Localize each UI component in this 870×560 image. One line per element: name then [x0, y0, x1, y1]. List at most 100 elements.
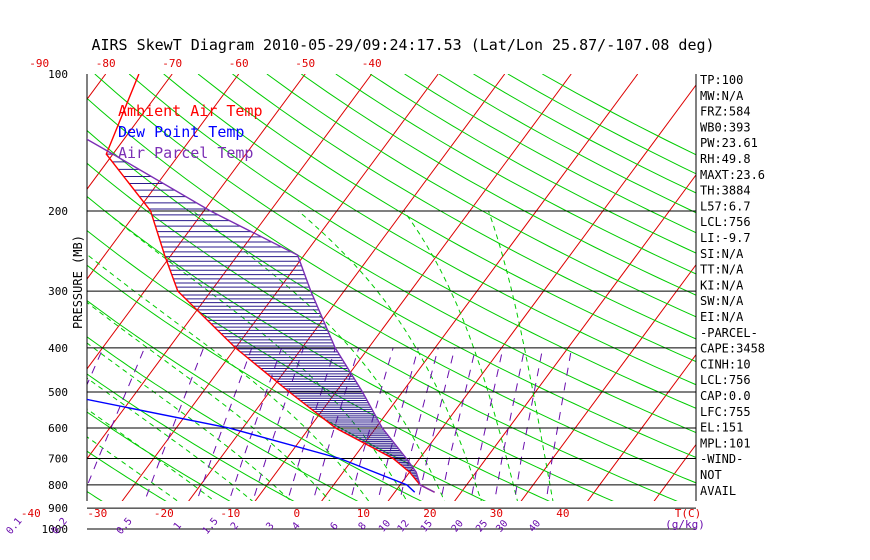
top-temp-tick-label: -60 [229, 57, 249, 70]
mixing-ratio-tick-label: 25 [474, 518, 490, 534]
stat-label: LCL:756 [700, 215, 751, 229]
mixing-ratio-tick-label: 1 [172, 521, 184, 533]
mixing-ratio-tick-label: 30 [494, 518, 510, 534]
dry-adiabat-line [197, 74, 696, 363]
temp-unit-label: T(C) [675, 507, 702, 520]
stat-label: TP:100 [700, 73, 743, 87]
stat-label: MW:N/A [700, 89, 744, 103]
stat-label: -WIND- [700, 452, 743, 466]
stat-label: -PARCEL- [700, 326, 758, 340]
stat-label: LI:-9.7 [700, 231, 751, 245]
stat-label: CAPE:3458 [700, 342, 765, 356]
stat-label: CINH:10 [700, 357, 751, 371]
pressure-tick-label: 600 [48, 422, 68, 435]
top-temp-tick-label: -90 [29, 57, 49, 70]
dew-point-temp-line [87, 398, 416, 493]
isotherm-line [87, 74, 173, 190]
stat-label: EI:N/A [700, 310, 744, 324]
mixing-ratio-tick-label: 6 [329, 521, 341, 533]
isotherm-line [454, 174, 696, 501]
pressure-tick-label: 400 [48, 342, 68, 355]
mixing-ratio-tick-label: 3 [264, 521, 276, 533]
bottom-temp-tick-label: 20 [423, 507, 436, 520]
top-temp-tick-label: -70 [162, 57, 182, 70]
isotherm-line [188, 74, 506, 501]
stat-label: EL:151 [700, 421, 743, 435]
dry-adiabat-line [404, 74, 696, 234]
mixing-ratio-tick-label: 0.5 [115, 516, 135, 537]
stat-label: FRZ:584 [700, 105, 751, 119]
stat-label: L57:6.7 [700, 199, 751, 213]
mixing-ratio-tick-label: 10 [377, 518, 393, 534]
mixing-ratio-line [87, 347, 146, 488]
stat-label: TT:N/A [700, 263, 744, 277]
pressure-tick-label: 900 [48, 502, 68, 515]
dry-adiabat-line [335, 74, 696, 275]
isotherm-line [254, 74, 572, 501]
bottom-temp-tick-label: 0 [294, 507, 301, 520]
isotherm-line [87, 74, 240, 280]
top-temp-tick-label: -40 [362, 57, 382, 70]
bottom-temp-tick-label: 10 [357, 507, 370, 520]
stat-label: TH:3884 [700, 184, 751, 198]
pressure-tick-label: 800 [48, 479, 68, 492]
pressure-tick-label: 500 [48, 386, 68, 399]
isotherm-line [321, 74, 639, 501]
isotherm-line [387, 84, 696, 501]
top-temp-tick-label: -50 [295, 57, 315, 70]
bottom-temp-tick-label: 40 [556, 507, 569, 520]
legend-entry: Dew Point Temp [118, 123, 244, 141]
mixing-ratio-tick-label: 2 [229, 521, 241, 533]
ambient-air-temp-line [105, 74, 435, 493]
isotherm-line [653, 443, 696, 501]
stat-label: AVAIL [700, 484, 736, 498]
stat-label: WB0:393 [700, 120, 751, 134]
bottom-temp-tick-label: -10 [220, 507, 240, 520]
stat-label: LCL:756 [700, 373, 751, 387]
pressure-tick-label: 1000 [42, 523, 69, 536]
stat-label: MPL:101 [700, 436, 751, 450]
mixing-ratio-tick-label: 1.5 [201, 516, 221, 537]
air-parcel-temp-line [87, 138, 435, 493]
dry-adiabat-line [163, 74, 696, 386]
moist-adiabat-line [403, 210, 518, 501]
stat-label: LFC:755 [700, 405, 751, 419]
pressure-tick-label: 200 [48, 205, 68, 218]
dry-adiabat-line [87, 229, 550, 501]
pressure-tick-label: 100 [48, 68, 68, 81]
top-temp-tick-label: -80 [96, 57, 116, 70]
dry-adiabat-line [87, 336, 359, 501]
stat-label: NOT [700, 468, 722, 482]
isotherm-line [87, 74, 107, 101]
bottom-temp-tick-label: -20 [154, 507, 174, 520]
mixing-ratio-tick-label: 4 [290, 521, 302, 533]
stat-label: RH:49.8 [700, 152, 751, 166]
stat-label: KI:N/A [700, 278, 744, 292]
dry-adiabat-line [232, 74, 696, 340]
legend-entry: Ambient Air Temp [118, 102, 263, 120]
mixing-ratio-line [513, 347, 544, 501]
mixing-ratio-tick-label: 12 [396, 518, 412, 534]
pressure-tick-label: 300 [48, 285, 68, 298]
isotherm-line [587, 353, 696, 501]
dry-adiabat-line [94, 74, 696, 434]
dry-adiabat-line [128, 74, 696, 409]
mixing-ratio-tick-label: 20 [450, 518, 466, 534]
dry-adiabat-line [87, 162, 678, 501]
legend-entry: Air Parcel Temp [118, 144, 253, 162]
mixing-ratio-tick-label: 15 [419, 518, 435, 534]
dry-adiabat-line [87, 97, 696, 458]
dry-adiabat-line [87, 411, 231, 501]
bottom-temp-tick-label: -30 [87, 507, 107, 520]
stat-label: PW:23.61 [700, 136, 758, 150]
mixing-ratio-line [196, 347, 253, 501]
chart-title: AIRS SkewT Diagram 2010-05-29/09:24:17.5… [91, 36, 714, 54]
moist-adiabat-line [297, 210, 482, 501]
dry-adiabat-line [507, 74, 696, 175]
dry-adiabat-line [438, 74, 696, 214]
y-axis-label: PRESSURE (MB) [71, 235, 85, 329]
mixing-ratio-tick-label: 8 [357, 521, 369, 533]
moist-adiabat-line [87, 377, 253, 501]
dry-adiabat-line [266, 74, 696, 318]
